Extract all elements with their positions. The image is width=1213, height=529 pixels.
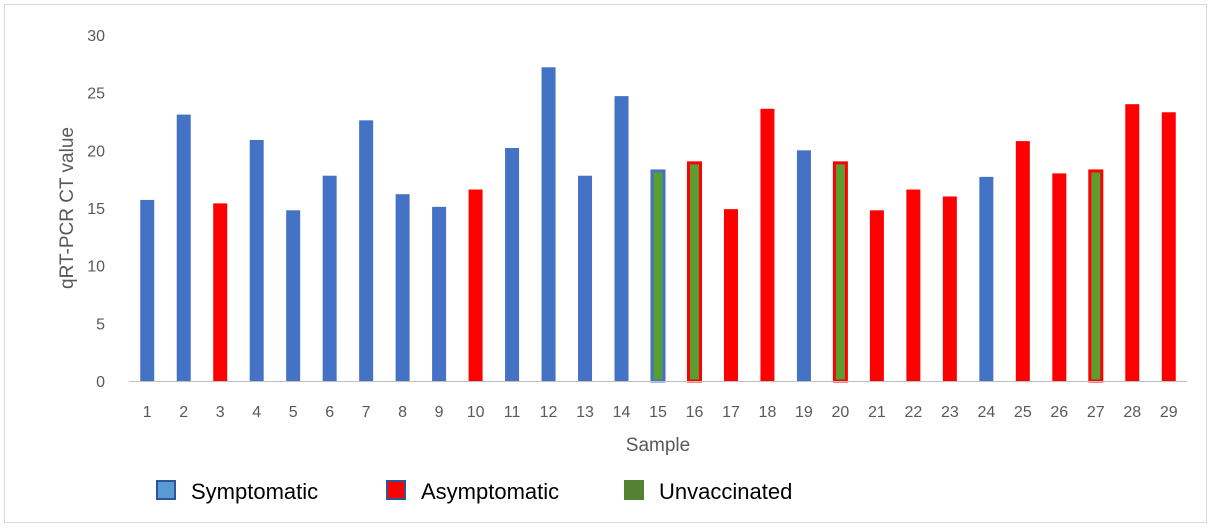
x-tick-label: 29 <box>1160 404 1178 421</box>
x-tick-label: 9 <box>435 404 444 421</box>
x-tick-label: 14 <box>613 404 631 421</box>
x-tick-label: 4 <box>252 404 261 421</box>
bar-sample-6 <box>322 175 337 381</box>
legend-label-asymptomatic: Asymptomatic <box>421 479 559 504</box>
legend: Symptomatic Asymptomatic Unvaccinated <box>156 479 792 504</box>
bar-sample-23 <box>942 196 957 381</box>
legend-swatch-symptomatic <box>156 480 176 500</box>
bar-sample-11 <box>505 148 520 381</box>
bar-sample-1 <box>140 199 155 381</box>
y-tick-label: 15 <box>87 201 105 218</box>
x-tick-label: 26 <box>1050 404 1068 421</box>
x-tick-label: 3 <box>216 404 225 421</box>
x-tick-label: 28 <box>1123 404 1141 421</box>
bar-sample-15-unvaccinated <box>650 169 666 383</box>
y-axis-ticks: 0 5 10 15 20 25 30 <box>87 28 105 391</box>
chart-frame: 0 5 10 15 20 25 30 1 2 3 4 5 6 7 8 9 10 11 12 13 14 15 16 17 18… <box>4 4 1207 523</box>
bar-sample-17 <box>723 209 738 381</box>
x-tick-label: 7 <box>362 404 371 421</box>
x-tick-label: 24 <box>977 404 995 421</box>
x-tick-label: 13 <box>576 404 594 421</box>
x-tick-label: 23 <box>941 404 959 421</box>
x-tick-label: 16 <box>686 404 704 421</box>
bar-sample-4 <box>249 139 264 381</box>
bar-sample-5 <box>286 210 301 381</box>
bar-sample-24 <box>979 176 994 381</box>
bar-sample-18 <box>760 108 775 382</box>
bar-sample-13 <box>578 175 593 381</box>
bar-sample-26 <box>1052 173 1067 381</box>
y-tick-label: 30 <box>87 28 105 45</box>
bars <box>140 67 1176 383</box>
bar-sample-3 <box>213 203 228 381</box>
y-tick-label: 20 <box>87 143 105 160</box>
x-tick-label: 2 <box>179 404 188 421</box>
legend-label-unvaccinated: Unvaccinated <box>659 479 792 504</box>
bar-sample-8 <box>395 194 410 381</box>
bar-sample-10 <box>468 189 483 381</box>
x-tick-label: 27 <box>1087 404 1105 421</box>
x-axis-ticks: 1 2 3 4 5 6 7 8 9 10 11 12 13 14 15 16 17 18 19 20 21 22 23 24 2… <box>143 404 1178 421</box>
x-axis-title: Sample <box>626 435 690 456</box>
x-tick-label: 15 <box>649 404 667 421</box>
x-tick-label: 20 <box>832 404 850 421</box>
x-tick-label: 18 <box>759 404 777 421</box>
y-tick-label: 5 <box>96 316 105 333</box>
bar-sample-14 <box>614 96 629 382</box>
bar-sample-27-unvaccinated <box>1088 169 1104 383</box>
legend-swatch-asymptomatic <box>386 480 406 500</box>
x-tick-label: 5 <box>289 404 298 421</box>
x-tick-label: 10 <box>467 404 485 421</box>
x-tick-label: 22 <box>904 404 922 421</box>
x-tick-label: 12 <box>540 404 558 421</box>
bar-sample-16-unvaccinated <box>686 161 702 383</box>
x-tick-label: 17 <box>722 404 740 421</box>
x-tick-label: 1 <box>143 404 152 421</box>
x-tick-label: 21 <box>868 404 886 421</box>
bar-sample-28 <box>1125 104 1140 381</box>
x-tick-label: 11 <box>504 404 521 421</box>
x-tick-label: 6 <box>325 404 334 421</box>
bar-sample-25 <box>1015 141 1030 381</box>
bar-sample-20-unvaccinated <box>832 161 848 383</box>
y-tick-label: 25 <box>87 86 105 103</box>
x-tick-label: 25 <box>1014 404 1032 421</box>
bar-sample-21 <box>869 210 884 381</box>
legend-swatch-unvaccinated <box>624 480 644 500</box>
bar-sample-9 <box>432 206 447 381</box>
bar-sample-7 <box>359 120 374 381</box>
bar-sample-22 <box>906 189 921 381</box>
y-axis-title: qRT-PCR CT value <box>57 127 78 289</box>
bar-sample-19 <box>796 150 811 381</box>
x-tick-label: 19 <box>795 404 813 421</box>
bar-sample-29 <box>1161 112 1176 382</box>
legend-label-symptomatic: Symptomatic <box>191 479 318 504</box>
y-tick-label: 10 <box>87 259 105 276</box>
y-tick-label: 0 <box>96 374 105 391</box>
bar-sample-2 <box>176 114 191 381</box>
x-tick-label: 8 <box>398 404 407 421</box>
bar-sample-12 <box>541 67 556 381</box>
